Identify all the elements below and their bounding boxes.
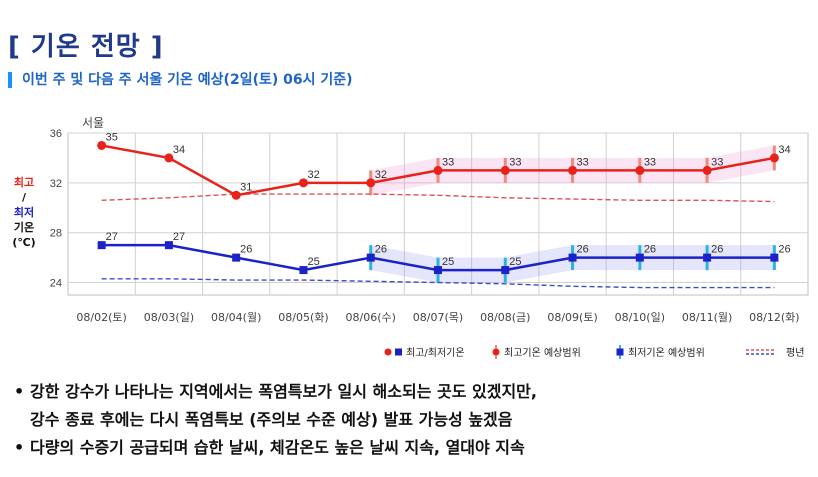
high-point	[298, 178, 308, 188]
note-item: • 강한 강수가 나타나는 지역에서는 폭염특보가 일시 해소되는 곳도 있겠지…	[14, 378, 537, 406]
low-data-label: 26	[644, 244, 656, 256]
normal-lines	[101, 193, 775, 289]
x-tick-label: 08/02(토)	[76, 311, 126, 324]
legend-label: 최저기온 예상범위	[628, 346, 705, 359]
x-tick-label: 08/10(일)	[615, 310, 665, 324]
legend-label: 평년	[786, 347, 804, 359]
high-data-label: 35	[106, 131, 118, 143]
y-axis-label: 최고	[14, 175, 34, 189]
low-data-label: 26	[577, 244, 589, 256]
y-axis-label: /	[22, 191, 27, 204]
high-data-label: 33	[644, 156, 656, 168]
high-point	[231, 190, 241, 200]
low-data-label: 25	[307, 256, 319, 268]
high-point	[164, 153, 174, 163]
high-data-label: 32	[307, 169, 319, 181]
page-title: [ 기온 전망 ]	[8, 32, 164, 62]
x-tick-label: 08/05(화)	[278, 311, 328, 324]
low-point	[232, 253, 241, 262]
note-text: 다량의 수증기 공급되며 습한 날씨, 체감온도 높은 날씨 지속, 열대야 지…	[30, 438, 525, 457]
low-point	[635, 253, 644, 262]
y-axis-label: 기온	[14, 220, 34, 234]
page-subtitle: 이번 주 및 다음 주 서울 기온 예상(2일(토) 06시 기준)	[8, 72, 353, 88]
high-point	[366, 178, 376, 188]
x-tick-label: 08/07(목)	[413, 311, 463, 324]
y-axis-label: (℃)	[12, 236, 35, 249]
chart-legend: 최고/최저기온 최고기온 예상범위 최저기온 예상범위 평년	[384, 345, 804, 359]
high-point	[433, 165, 443, 175]
note-continuation: 강수 종료 후에는 다시 폭염특보 (주의보 수준 예상) 발표 가능성 높겠음	[30, 410, 513, 429]
note-text: 강한 강수가 나타나는 지역에서는 폭염특보가 일시 해소되는 곳도 있겠지만,	[30, 382, 537, 401]
high-point	[568, 165, 578, 175]
normal-low-line	[101, 278, 775, 289]
high-data-label: 33	[509, 156, 521, 168]
legend-low-marker	[395, 348, 402, 356]
x-tick-label: 08/06(수)	[346, 311, 396, 324]
legend-label: 최고/최저기온	[406, 347, 465, 359]
x-tick-label: 08/03(일)	[144, 310, 194, 324]
high-data-label: 34	[173, 144, 185, 156]
legend-high-marker	[384, 348, 392, 356]
x-tick-label: 08/11(월)	[682, 311, 732, 324]
y-tick-label: 32	[50, 178, 62, 190]
high-data-label: 32	[375, 169, 387, 181]
low-data-label: 27	[106, 231, 118, 243]
x-tick-label: 08/09(토)	[547, 311, 597, 324]
low-data-label: 26	[375, 244, 387, 256]
y-axis-label: 최저	[14, 205, 34, 219]
low-point	[703, 253, 712, 262]
low-data-label: 26	[711, 244, 723, 256]
high-data-label: 31	[240, 181, 252, 193]
low-point	[299, 266, 308, 275]
y-tick-label: 28	[50, 228, 62, 240]
low-data-label: 27	[173, 231, 185, 243]
series-lines	[97, 140, 779, 275]
normal-high-line	[101, 193, 775, 203]
high-point	[635, 165, 645, 175]
y-tick-label: 36	[50, 128, 62, 140]
x-tick-label: 08/08(금)	[480, 311, 530, 324]
low-data-label: 26	[240, 244, 252, 256]
bullet-icon: •	[14, 382, 25, 401]
y-tick-label: 24	[50, 278, 62, 290]
low-point	[366, 253, 375, 262]
chart-title: 서울	[82, 116, 104, 130]
low-data-label: 26	[778, 244, 790, 256]
high-data-label: 33	[711, 156, 723, 168]
high-point	[769, 153, 779, 163]
notes-list: • 강한 강수가 나타나는 지역에서는 폭염특보가 일시 해소되는 곳도 있겠지…	[14, 378, 537, 462]
high-point	[702, 165, 712, 175]
bullet-icon: •	[14, 438, 25, 457]
legend-high-range-dot	[492, 348, 500, 356]
labels: 35 34 31 32 32 33 33 33 33 33 34 27 27 26 25 26 25 25 26 26…	[106, 131, 791, 268]
high-point	[97, 140, 107, 150]
chart-grid: 24 28 32 36 08/02(토) 08/03(일) 08/04(월) 08/05(화)…	[12, 116, 809, 324]
high-data-label: 33	[577, 156, 589, 168]
note-item: • 다량의 수증기 공급되며 습한 날씨, 체감온도 높은 날씨 지속, 열대야…	[14, 434, 537, 462]
low-point	[770, 253, 779, 262]
low-data-label: 25	[442, 256, 454, 268]
high-data-label: 34	[778, 144, 790, 156]
low-data-label: 25	[509, 256, 521, 268]
x-tick-label: 08/04(월)	[211, 311, 261, 324]
low-point	[568, 253, 577, 262]
low-point	[164, 241, 173, 250]
x-tick-label: 08/12(화)	[749, 311, 799, 324]
low-point	[434, 266, 442, 275]
high-point	[500, 165, 510, 175]
legend-low-range-square	[616, 348, 624, 356]
high-data-label: 33	[442, 156, 454, 168]
low-point	[501, 266, 510, 275]
low-point	[97, 241, 106, 250]
legend-label: 최고기온 예상범위	[504, 346, 581, 359]
